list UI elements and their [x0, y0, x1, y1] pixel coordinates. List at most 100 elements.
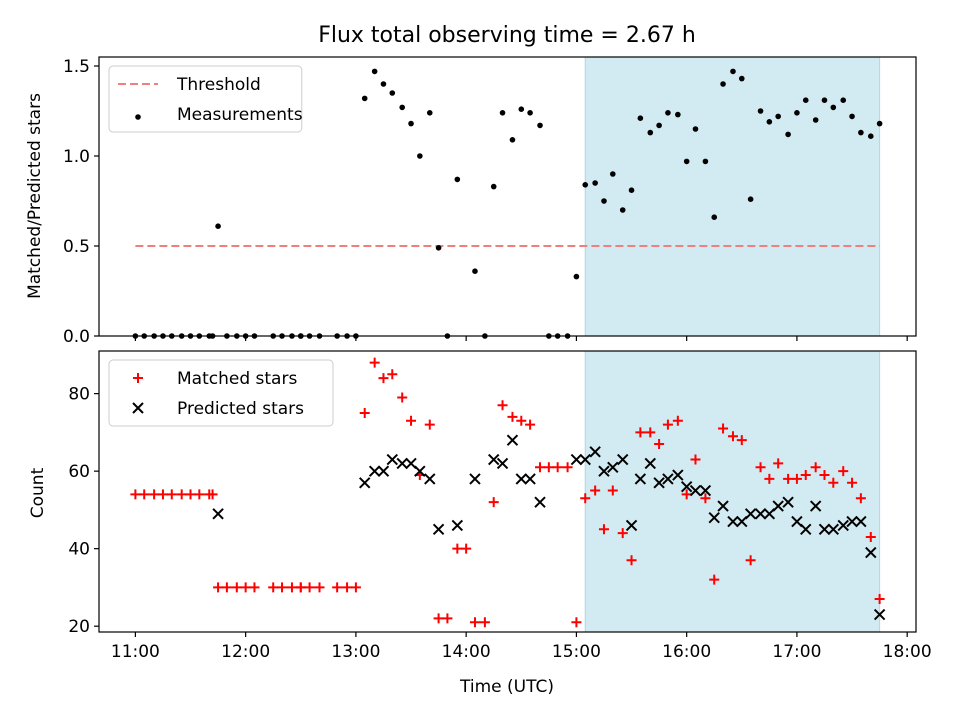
matched-star-point	[166, 489, 177, 500]
matched-star-point	[194, 489, 205, 500]
matched-star-point	[207, 489, 218, 500]
legend-predicted-swatch	[132, 402, 144, 414]
measurement-point	[821, 97, 828, 103]
predicted-star-point	[782, 496, 794, 508]
measurement-point	[738, 75, 745, 82]
matched-star-point	[810, 462, 821, 473]
measurement-point	[876, 120, 883, 127]
measurement-point	[573, 273, 580, 280]
predicted-star-point	[634, 473, 647, 485]
measurement-point	[647, 129, 654, 136]
bottom-axes-frame	[98, 350, 917, 633]
matched-star-point	[488, 497, 499, 508]
legend-matched-swatch	[133, 373, 143, 383]
measurement-point	[766, 119, 773, 125]
predicted-star-point	[496, 457, 509, 470]
matched-star-point	[645, 427, 656, 438]
matched-star-point	[607, 485, 618, 496]
predicted-star-point	[396, 457, 408, 470]
matched-star-point	[543, 462, 554, 473]
predicted-star-point	[506, 434, 519, 446]
measurement-point	[858, 129, 864, 136]
predicted-star-point	[837, 519, 849, 532]
bottom-y-tick-label: 60	[68, 462, 90, 482]
measurement-point	[840, 97, 847, 103]
measurement-point	[380, 81, 387, 87]
bottom-series-1	[212, 434, 886, 621]
matched-star-point	[240, 582, 251, 593]
matched-star-point	[469, 617, 480, 628]
predicted-star-point	[212, 508, 224, 520]
matched-star-point	[571, 617, 582, 628]
measurement-point	[389, 90, 396, 96]
predicted-star-point	[617, 453, 629, 466]
matched-star-point	[764, 473, 775, 484]
measurement-point	[785, 131, 791, 138]
measurement-point	[399, 104, 406, 111]
x-tick-label: 18:00	[883, 642, 932, 662]
measurement-point	[830, 104, 837, 111]
matched-star-point	[718, 423, 729, 434]
bottom-panel: 20 40 60 80 11:00 12:00 13:00 14:00 15:00 16:00 17…	[68, 350, 932, 662]
matched-star-point	[314, 582, 325, 593]
measurement-point	[757, 108, 764, 114]
x-tick-label: 11:00	[111, 642, 160, 662]
bottom-y-tick-label: 80	[68, 385, 90, 405]
predicted-star-point	[680, 480, 693, 493]
predicted-star-point	[754, 508, 767, 520]
matched-star-point	[378, 373, 389, 384]
predicted-star-point	[469, 473, 481, 485]
measurement-point	[592, 180, 598, 186]
matched-star-point	[562, 462, 573, 473]
predicted-star-point	[809, 500, 822, 512]
top-panel: 0.0 0.5 1.0 1.5 Threshold Measurements	[63, 56, 917, 347]
matched-star-point	[874, 594, 885, 605]
measurement-point	[747, 196, 754, 202]
predicted-star-point	[865, 546, 877, 559]
predicted-star-point	[818, 523, 831, 535]
matched-star-point	[452, 543, 463, 554]
matched-star-point	[268, 582, 279, 593]
matched-star-point	[213, 582, 224, 593]
predicted-star-point	[368, 465, 381, 477]
matched-star-point	[359, 408, 370, 419]
matched-star-point	[580, 493, 591, 504]
legend-label: Threshold	[176, 75, 261, 95]
bottom-series-0	[130, 357, 885, 628]
measurement-point	[656, 122, 662, 129]
measurement-point	[518, 106, 525, 112]
measurement-point	[802, 97, 809, 103]
measurement-point	[609, 171, 616, 177]
matched-star-point	[479, 617, 490, 628]
measurement-point	[849, 113, 855, 120]
legend-label: Predicted stars	[177, 399, 304, 419]
matched-star-point	[424, 419, 435, 430]
x-tick-label: 13:00	[331, 642, 380, 662]
measurement-point	[730, 68, 736, 75]
matched-star-point	[783, 473, 794, 484]
matched-star-point	[442, 613, 453, 624]
predicted-star-point	[432, 523, 445, 535]
matched-star-point	[709, 574, 720, 585]
matched-star-point	[773, 458, 784, 469]
measurement-point	[472, 268, 478, 275]
measurement-point	[454, 176, 461, 183]
matched-star-point	[635, 427, 646, 438]
matched-star-point	[865, 532, 876, 543]
predicted-star-point	[672, 469, 684, 481]
top-legend	[108, 65, 303, 133]
matched-star-point	[662, 419, 673, 430]
top-y-tick-label: 1.5	[63, 57, 90, 77]
matched-star-point	[369, 357, 380, 368]
predicted-star-point	[846, 515, 858, 528]
matched-star-point	[617, 528, 628, 539]
predicted-star-point	[451, 519, 464, 532]
matched-star-point	[828, 477, 839, 488]
measurement-point	[683, 158, 690, 165]
legend-label: Measurements	[177, 105, 303, 125]
matched-star-point	[461, 543, 472, 554]
matched-star-point	[249, 582, 260, 593]
matched-star-point	[387, 369, 398, 380]
top-axes-frame	[98, 56, 917, 337]
predicted-star-point	[589, 446, 601, 458]
